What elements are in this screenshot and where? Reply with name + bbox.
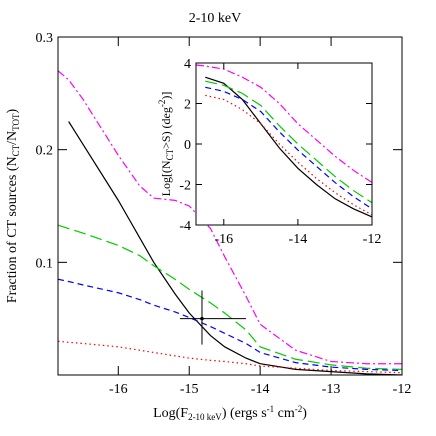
y-axis-label-part: -2 xyxy=(157,100,167,108)
curve xyxy=(205,94,372,216)
x-tick-label: -16 xyxy=(214,232,233,247)
curve xyxy=(205,76,372,218)
y-tick-label: 0.3 xyxy=(36,31,54,46)
x-axis-label-part: 2-10 keV xyxy=(188,412,222,422)
x-axis-label-part: cm xyxy=(274,406,295,421)
y-axis-label-part: CT xyxy=(11,144,21,156)
data-point xyxy=(200,316,204,321)
chart-title: 2-10 keV xyxy=(189,11,242,26)
curve xyxy=(205,80,372,204)
y-axis-label: Fraction of CT sources (NCT/NTOT) xyxy=(5,109,21,304)
y-tick-label: 2 xyxy=(184,98,191,113)
inset-frame-bg xyxy=(196,63,372,225)
x-tick-label: -13 xyxy=(322,382,341,397)
y-axis-label-part: ) xyxy=(5,109,20,114)
y-axis-label-part: >S) (deg xyxy=(159,107,173,149)
x-axis-label: Log(F2-10 keV) (ergs s-1 cm-2) xyxy=(153,404,307,422)
axes-frame xyxy=(57,36,403,376)
curve xyxy=(196,64,372,183)
x-axis-label-part: -1 xyxy=(267,404,275,414)
y-tick-label: 0.2 xyxy=(36,144,54,159)
curve xyxy=(58,224,402,370)
curves xyxy=(196,64,372,218)
x-tick-label: -12 xyxy=(363,232,382,247)
y-axis-label-part: Fraction of CT sources (N xyxy=(5,156,20,303)
curve xyxy=(205,86,372,210)
x-axis-label-part: Log(F xyxy=(153,406,188,421)
y-axis-label-part: /N xyxy=(5,131,20,145)
x-tick-label: -12 xyxy=(393,382,412,397)
curve xyxy=(68,121,402,375)
y-tick-label: 0 xyxy=(184,138,191,153)
y-axis-label-part: )] xyxy=(159,92,173,100)
y-tick-label: -4 xyxy=(179,219,191,234)
x-axis-label-part: ) xyxy=(302,406,307,421)
y-axis-label: Log[(NCT>S) (deg-2)] xyxy=(157,92,175,197)
curve xyxy=(58,278,402,372)
y-tick-label: 0.1 xyxy=(36,256,54,271)
x-axis-label-part: ) (ergs s xyxy=(222,406,267,421)
x-tick-label: -14 xyxy=(289,232,308,247)
x-axis-label-part: -2 xyxy=(295,404,303,414)
x-tick-label: -16 xyxy=(109,382,128,397)
y-tick-label: 4 xyxy=(184,57,191,72)
curve xyxy=(58,340,402,374)
x-tick-label: -15 xyxy=(180,382,199,397)
y-tick-label: -2 xyxy=(179,179,191,194)
y-axis-label-part: Log[(N xyxy=(159,160,173,196)
x-tick-label: -14 xyxy=(251,382,270,397)
y-axis-label-part: CT xyxy=(165,148,175,160)
y-axis-label-part: TOT xyxy=(11,113,21,131)
